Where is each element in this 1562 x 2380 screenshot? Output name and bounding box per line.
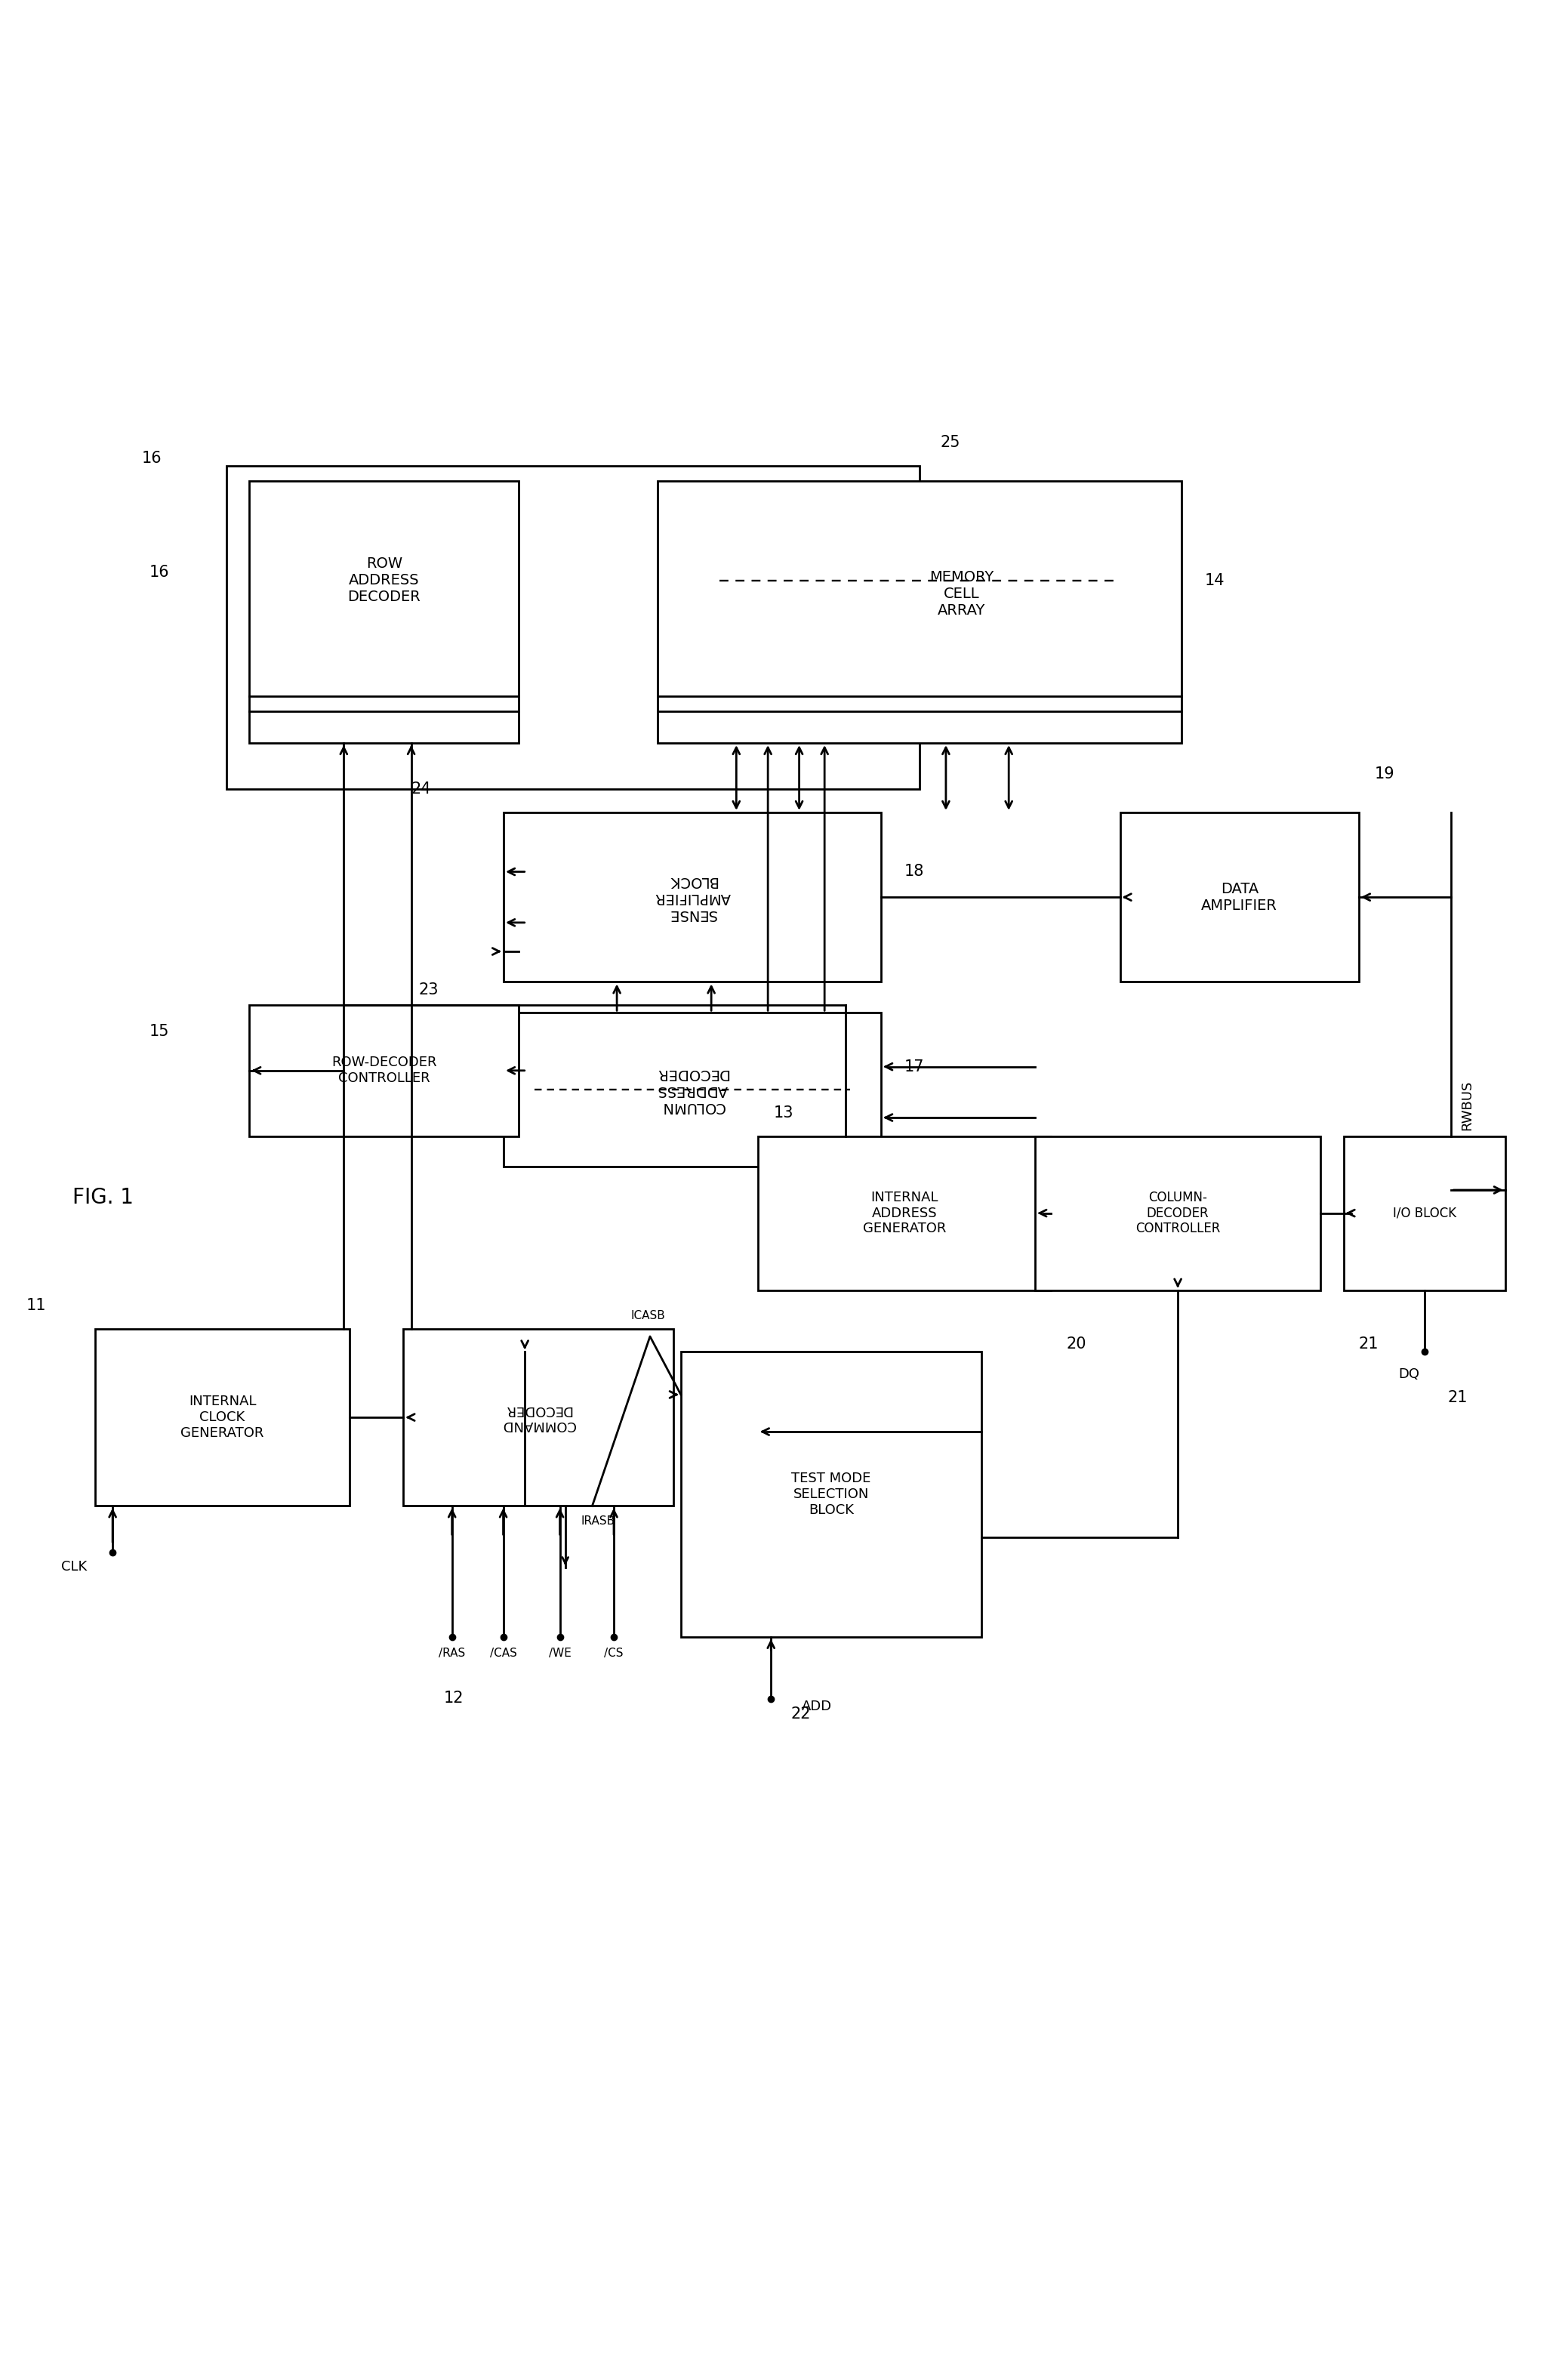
Text: COLUMN-
DECODER
CONTROLLER: COLUMN- DECODER CONTROLLER (1136, 1190, 1220, 1235)
Text: /WE: /WE (548, 1647, 572, 1659)
Text: TEST MODE
SELECTION
BLOCK: TEST MODE SELECTION BLOCK (792, 1471, 872, 1516)
Text: 13: 13 (773, 1107, 793, 1121)
Text: /CS: /CS (604, 1647, 623, 1659)
Text: 25: 25 (940, 436, 961, 450)
Text: 22: 22 (790, 1706, 811, 1721)
Bar (758, 1135, 1051, 1290)
Text: 14: 14 (1204, 574, 1225, 588)
Text: 16: 16 (150, 564, 169, 581)
Bar (1036, 1135, 1320, 1290)
Text: ICASB: ICASB (631, 1309, 665, 1321)
Text: INTERNAL
ADDRESS
GENERATOR: INTERNAL ADDRESS GENERATOR (862, 1190, 947, 1235)
Text: ADD: ADD (801, 1699, 833, 1714)
Text: SENSE
AMPLIFIER
BLOCK: SENSE AMPLIFIER BLOCK (654, 873, 731, 921)
Bar (250, 1004, 519, 1135)
Text: MEMORY
CELL
ARRAY: MEMORY CELL ARRAY (929, 569, 993, 616)
Text: COMMAND
DECODER: COMMAND DECODER (501, 1402, 575, 1433)
Bar (1120, 812, 1359, 983)
Text: COLUMN
ADDRESS
DECODER: COLUMN ADDRESS DECODER (656, 1066, 729, 1114)
Text: 15: 15 (150, 1023, 169, 1038)
Text: 18: 18 (904, 864, 925, 878)
Text: DATA
AMPLIFIER: DATA AMPLIFIER (1201, 881, 1278, 912)
Text: CLK: CLK (61, 1559, 87, 1573)
Text: ROW-DECODER
CONTROLLER: ROW-DECODER CONTROLLER (331, 1057, 437, 1085)
Text: 16: 16 (142, 450, 161, 466)
Text: 11: 11 (27, 1297, 45, 1314)
Bar (1343, 1135, 1506, 1290)
Text: 20: 20 (1067, 1338, 1086, 1352)
Text: 17: 17 (904, 1059, 925, 1073)
Bar (681, 1352, 981, 1637)
Text: 23: 23 (419, 983, 439, 997)
Bar (95, 1328, 350, 1507)
Text: 21: 21 (1359, 1338, 1379, 1352)
Text: 12: 12 (444, 1690, 464, 1706)
Text: FIG. 1: FIG. 1 (72, 1188, 133, 1209)
Text: /RAS: /RAS (439, 1647, 465, 1659)
Text: IRASB: IRASB (581, 1516, 615, 1528)
Text: /CAS: /CAS (490, 1647, 517, 1659)
Bar (403, 1328, 673, 1507)
Bar (503, 812, 881, 983)
Text: INTERNAL
CLOCK
GENERATOR: INTERNAL CLOCK GENERATOR (181, 1395, 264, 1440)
Text: RWBUS: RWBUS (1460, 1081, 1473, 1130)
Text: 21: 21 (1448, 1390, 1468, 1407)
Bar (503, 1014, 881, 1166)
Text: ROW
ADDRESS
DECODER: ROW ADDRESS DECODER (348, 557, 420, 605)
Bar (226, 466, 920, 790)
Bar (658, 481, 1182, 743)
Text: I/O BLOCK: I/O BLOCK (1393, 1207, 1456, 1221)
Text: DQ: DQ (1398, 1366, 1420, 1380)
Text: 24: 24 (411, 783, 431, 797)
Bar (250, 481, 519, 743)
Text: 19: 19 (1375, 766, 1395, 781)
